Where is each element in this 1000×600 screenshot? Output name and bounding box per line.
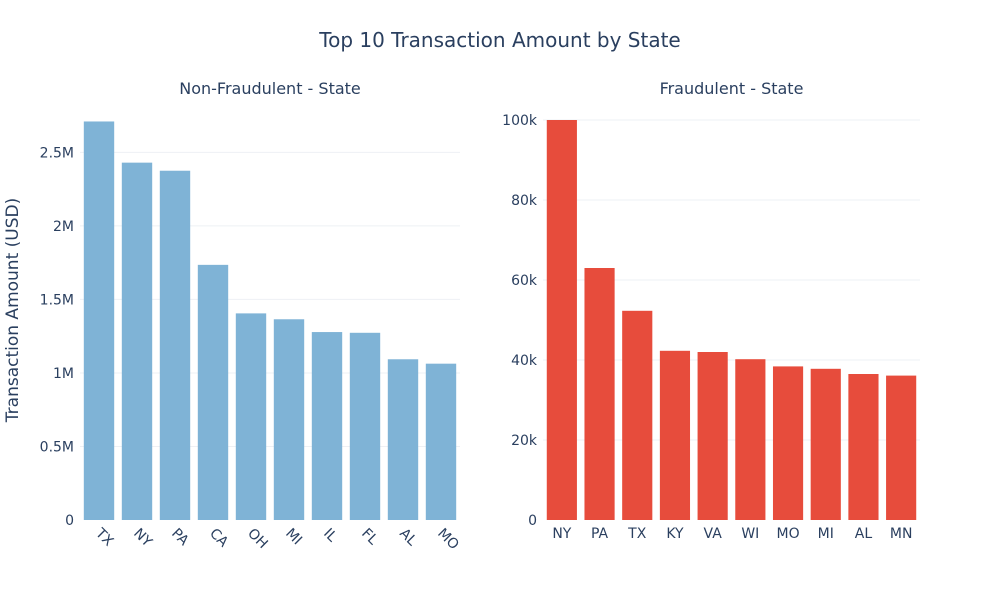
x-tick-label: FL [358,526,381,549]
bar-ca [197,264,229,520]
bar-mi [810,368,841,520]
y-tick-label: 2M [53,219,74,235]
x-tick-label: IL [320,526,340,546]
panel-non-fraudulent: Non-Fraudulent - State 0 0.5M 1M 1.5M 2M 2.5M T… [40,79,462,553]
y-tick-label: 0.5M [40,439,74,455]
x-tick-label: TX [91,525,116,550]
subplot-title-non-fraud: Non-Fraudulent - State [179,79,361,98]
x-tick-label: WI [741,526,759,542]
bar-tx [83,121,115,521]
y-tick-label: 80k [511,193,538,209]
y-tick-label: 60k [511,273,538,289]
bar-va [697,352,728,520]
bar-il [311,332,343,520]
x-tick-label: MI [282,526,305,549]
x-tick-label: OH [244,526,271,553]
bar-oh [235,313,267,520]
bar-fl [349,332,381,520]
x-tick-label: TX [627,526,647,542]
x-tick-label: PA [591,526,609,542]
y-axis-label: Transaction Amount (USD) [3,198,23,423]
x-tick-label: NY [552,526,571,542]
x-tick-label: MN [890,526,913,542]
y-tick-label: 2.5M [40,145,74,161]
y-tick-label: 20k [511,433,538,449]
chart-title: Top 10 Transaction Amount by State [319,28,681,52]
bar-al [848,374,879,520]
x-tick-label: MI [818,526,834,542]
bar-mo [425,363,457,520]
x-tick-label: MO [434,526,462,554]
bar-ny [121,162,153,520]
y-tick-label: 40k [511,353,538,369]
bar-pa [159,170,191,520]
y-tick-label: 1.5M [40,292,74,308]
y-tick-label: 0 [65,513,74,529]
bar-tx [622,310,653,520]
bar-ky [659,350,691,520]
bar-mo [772,366,804,520]
x-tick-label: NY [130,526,155,551]
x-tick-label: AL [396,526,420,550]
y-tick-label: 0 [528,513,537,529]
x-tick-label: VA [704,526,723,542]
bar-al [387,359,419,520]
x-tick-label: MO [776,526,799,542]
bar-pa [584,268,615,520]
bar-ny [546,120,577,520]
x-tick-label: CA [206,526,231,551]
panel-fraudulent: Fraudulent - State 0 20k 40k 60k 80k 100k NY PA T… [502,79,920,542]
x-tick-label: AL [855,526,873,542]
y-tick-label: 100k [502,113,538,129]
bar-mi [273,319,305,520]
subplot-title-fraud: Fraudulent - State [660,79,804,98]
y-tick-label: 1M [53,366,74,382]
bar-mn [886,375,917,520]
x-tick-label: KY [666,526,684,542]
bar-wi [735,359,766,520]
x-tick-label: PA [168,526,192,550]
